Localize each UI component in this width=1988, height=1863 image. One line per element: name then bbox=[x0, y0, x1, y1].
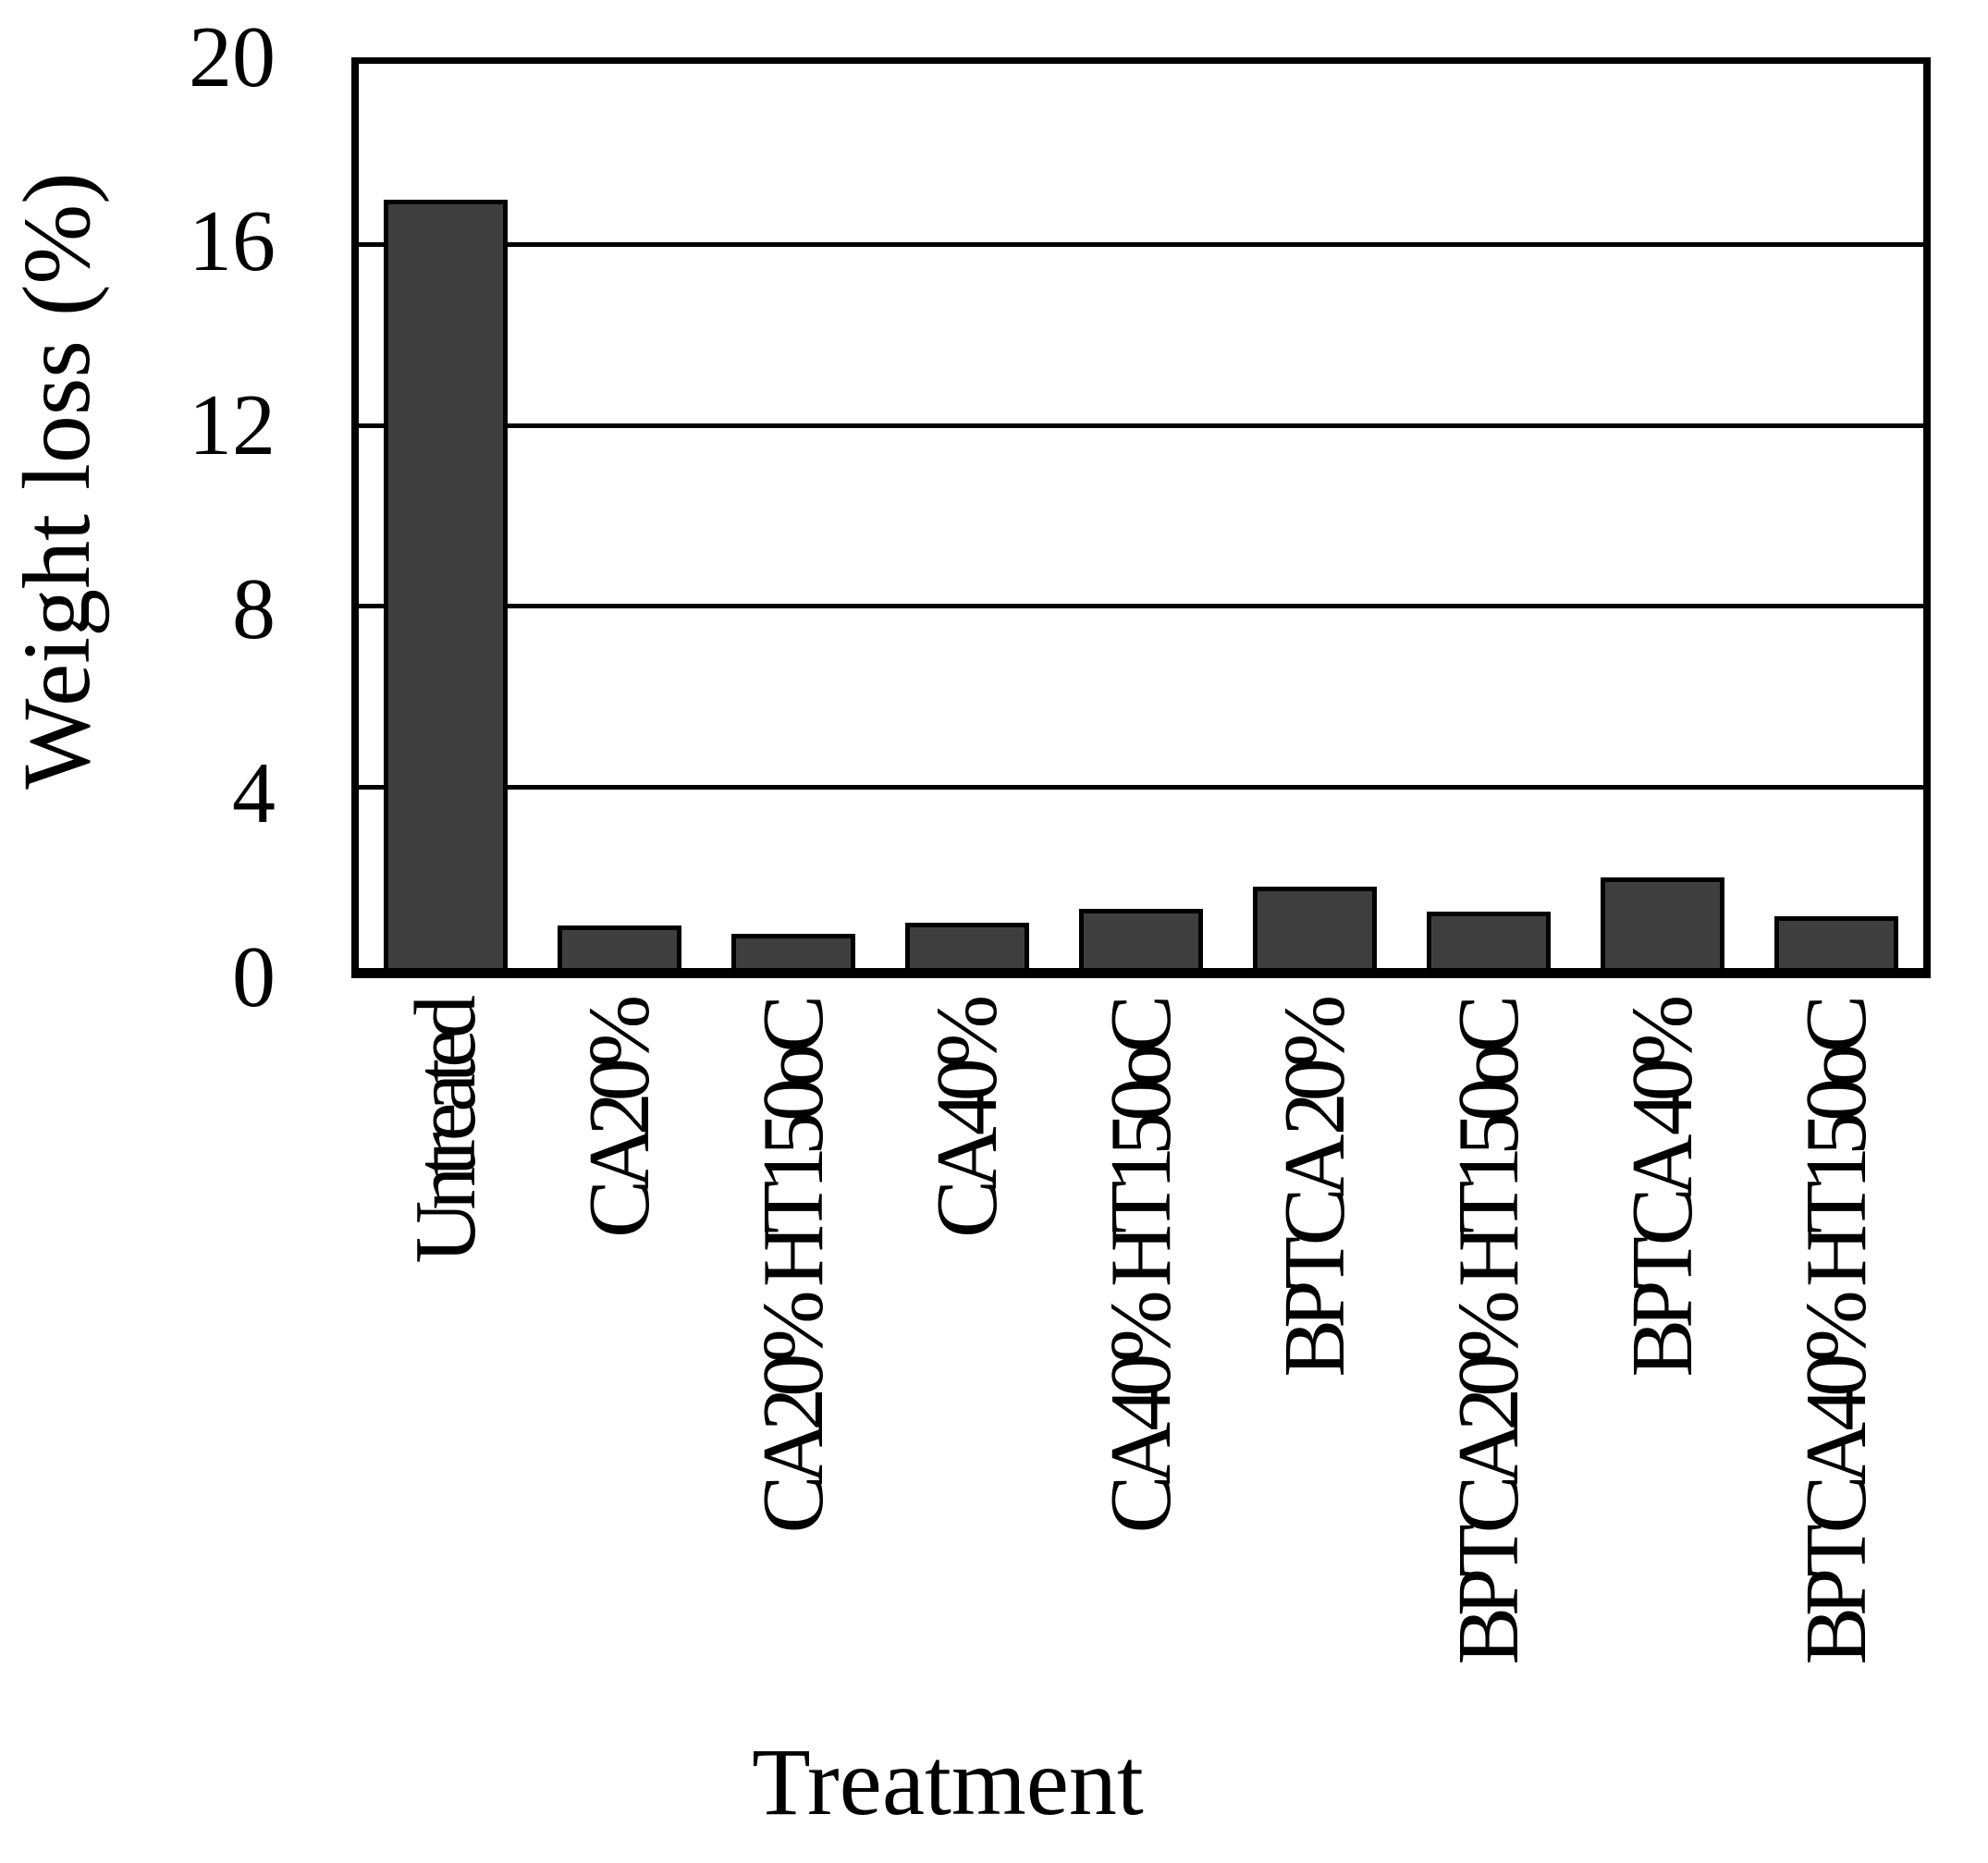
x-tick-label: CA40% bbox=[919, 1004, 1015, 1238]
x-tick-label: BPTCA 40% bbox=[1614, 1004, 1711, 1378]
x-tick-label: CA20% HT150oC bbox=[745, 1004, 841, 1534]
x-tick-label: BPTCA40% HT150oC bbox=[1788, 1004, 1884, 1665]
bar-CA20% HT150oC bbox=[731, 934, 855, 968]
gridline bbox=[359, 604, 1923, 608]
x-tick-label-cell: BPTCA20% HT150oC bbox=[1402, 1004, 1576, 1734]
x-tick-label: Untreated bbox=[398, 1004, 494, 1264]
x-tick-label-cell: BPTCA 20% bbox=[1228, 1004, 1402, 1734]
plot-area bbox=[351, 57, 1931, 978]
x-tick-label-cell: BPTCA 40% bbox=[1576, 1004, 1749, 1734]
y-tick-label: 0 bbox=[232, 929, 276, 1025]
x-tick-label-cell: CA40% bbox=[880, 1004, 1054, 1734]
x-tick-label-cell: CA20% bbox=[533, 1004, 706, 1734]
x-tick-label-cell: BPTCA40% HT150oC bbox=[1749, 1004, 1923, 1734]
gridline bbox=[359, 785, 1923, 790]
y-tick-label: 16 bbox=[189, 193, 276, 289]
x-axis-tick-labels: Untreated CA20% CA20% HT150oC CA40% CA40% HT… bbox=[359, 1004, 1923, 1734]
x-tick-label: BPTCA 20% bbox=[1267, 1004, 1363, 1378]
y-tick-label: 4 bbox=[232, 745, 276, 841]
bar-CA40% bbox=[905, 923, 1029, 968]
x-tick-label: CA40% HT150oC bbox=[1093, 1004, 1189, 1534]
bar-BPTCA 20% bbox=[1253, 886, 1377, 968]
bar-BPTCA 40% bbox=[1601, 877, 1724, 968]
bars-group bbox=[359, 64, 1923, 968]
x-tick-label: CA20% bbox=[571, 1004, 668, 1238]
bar-Untreated bbox=[384, 199, 508, 968]
x-axis-title: Treatment bbox=[752, 1729, 1144, 1835]
x-tick-label-cell: Untreated bbox=[359, 1004, 533, 1734]
y-tick-label: 12 bbox=[189, 377, 276, 473]
bar-CA40% HT150oC bbox=[1079, 909, 1203, 968]
bar-BPTCA20% HT150oC bbox=[1427, 911, 1551, 968]
x-tick-label-cell: CA20% HT150oC bbox=[706, 1004, 880, 1734]
gridline bbox=[359, 423, 1923, 428]
x-tick-label-cell: CA40% HT150oC bbox=[1054, 1004, 1228, 1734]
bar-CA20% bbox=[558, 925, 681, 968]
y-tick-label: 8 bbox=[232, 561, 276, 657]
y-tick-label: 20 bbox=[189, 9, 276, 105]
x-tick-label: BPTCA20% HT150oC bbox=[1441, 1004, 1537, 1665]
bar-BPTCA40% HT150oC bbox=[1774, 915, 1898, 968]
gridline bbox=[359, 242, 1923, 247]
plot-inner bbox=[359, 64, 1923, 968]
